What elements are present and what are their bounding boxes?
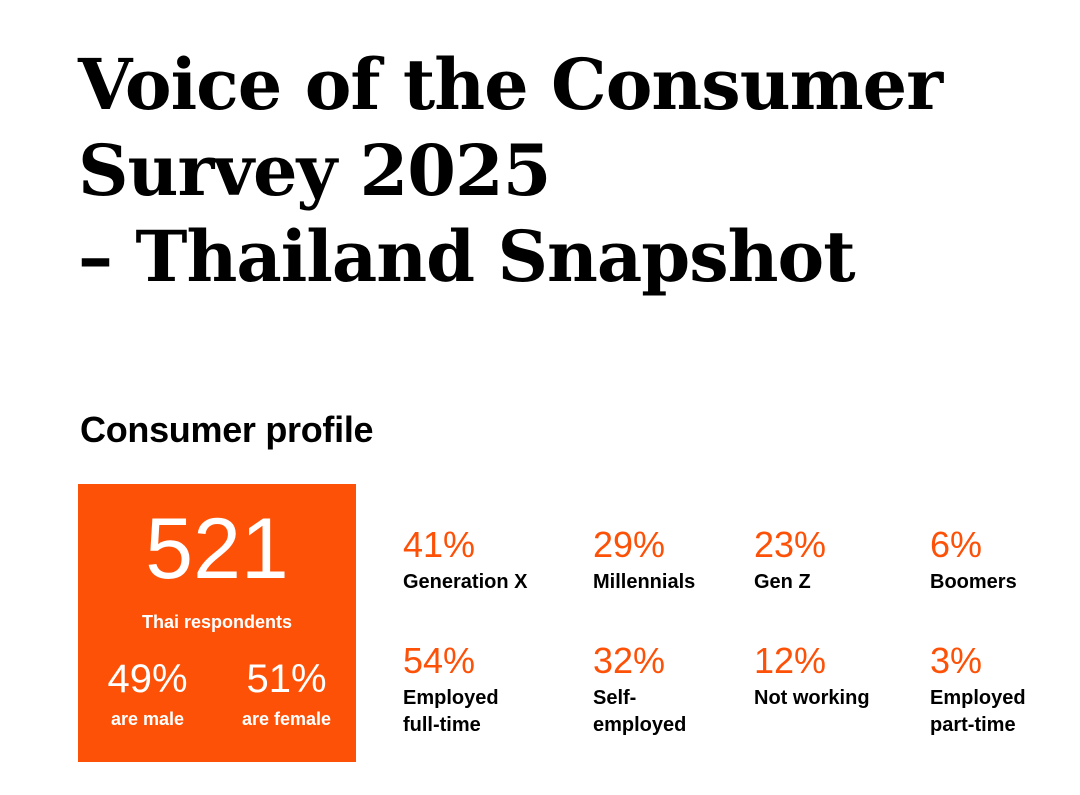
female-stat: 51% are female [217, 656, 356, 732]
stat-millennials: 29% Millennials [593, 525, 753, 596]
stat-self-employed: 32% Self- employed [593, 641, 753, 739]
stat-label: Self- employed [593, 687, 687, 736]
stat-label: Generation X [403, 571, 528, 593]
page-title: Voice of the Consumer Survey 2025 – Thai… [78, 42, 1038, 300]
male-label: are male [110, 709, 185, 729]
section-title: Consumer profile [80, 409, 374, 450]
title-line-3: – Thailand Snapshot [78, 215, 856, 298]
stat-label: Boomers [930, 571, 1017, 593]
title-line-1: Voice of the Consumer [78, 43, 943, 126]
male-stat: 49% are male [78, 656, 217, 732]
stat-label: Employed full-time [403, 687, 499, 736]
stat-label: Employed part-time [930, 687, 1026, 736]
stat-label: Not working [754, 687, 870, 709]
stat-gen-z: 23% Gen Z [754, 525, 914, 596]
stat-percent: 54% [403, 640, 476, 681]
stat-percent: 6% [930, 524, 983, 565]
respondents-count: 521 [145, 501, 289, 597]
title-line-2: Survey 2025 [78, 129, 551, 212]
female-label: are female [241, 709, 332, 729]
stat-percent: 12% [754, 640, 827, 681]
stat-label: Millennials [593, 571, 696, 593]
stat-percent: 41% [403, 524, 476, 565]
stat-percent: 3% [930, 640, 983, 681]
stat-percent: 29% [593, 524, 666, 565]
stat-percent: 32% [593, 640, 666, 681]
stat-generation-x: 41% Generation X [403, 525, 563, 596]
stat-employed-full-time: 54% Employed full-time [403, 641, 563, 739]
stat-label: Gen Z [754, 571, 811, 593]
stat-percent: 23% [754, 524, 827, 565]
respondents-card: 521 Thai respondents 49% are male 51% ar… [78, 484, 356, 762]
respondents-label: Thai respondents [141, 612, 293, 632]
female-percent: 51% [246, 657, 327, 701]
stat-employed-part-time: 3% Employed part-time [930, 641, 1080, 739]
stat-boomers: 6% Boomers [930, 525, 1080, 596]
stat-not-working: 12% Not working [754, 641, 914, 712]
male-percent: 49% [107, 657, 188, 701]
